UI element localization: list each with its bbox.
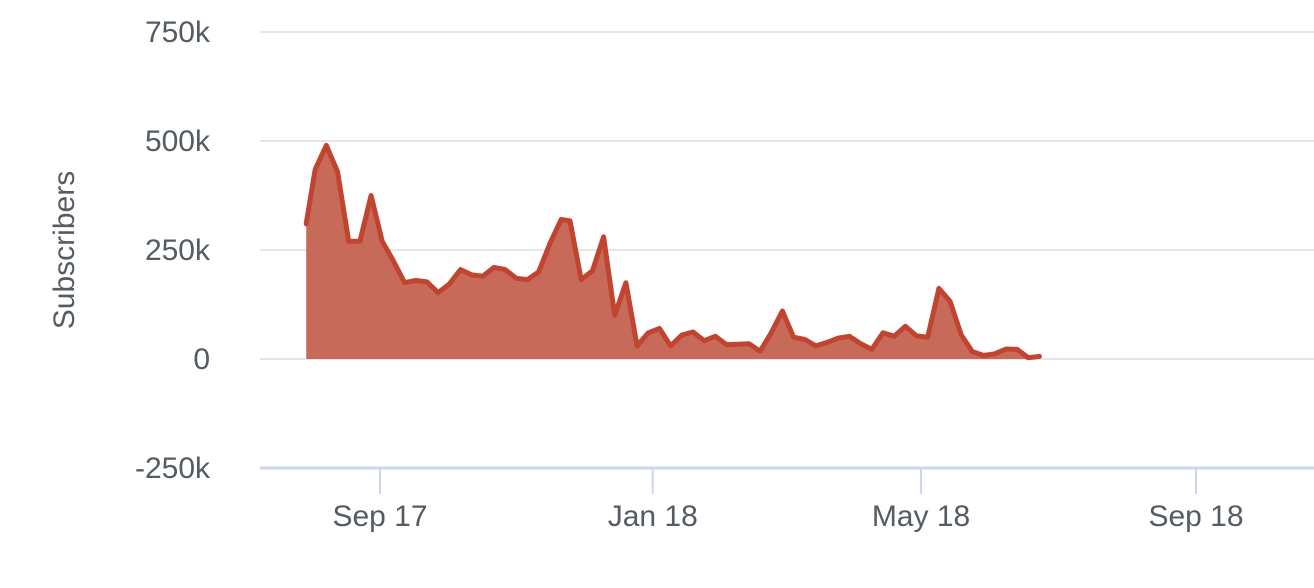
x-tick-label: Sep 17	[332, 500, 427, 533]
x-tick-label: Sep 18	[1148, 500, 1243, 533]
series-area	[303, 142, 1042, 361]
y-tick-label: 750k	[145, 16, 211, 49]
y-tick-label: 250k	[145, 234, 211, 267]
x-tick-label: Jan 18	[608, 500, 698, 533]
gridlines	[260, 31, 1314, 470]
x-axis-labels: Sep 17 Jan 18 May 18 Sep 18	[332, 500, 1243, 533]
y-tick-label: 0	[193, 343, 210, 376]
y-axis-title: Subscribers	[48, 171, 81, 329]
x-axis	[379, 468, 1197, 494]
series-fill	[306, 145, 1040, 359]
series-line	[303, 142, 1042, 361]
y-axis-labels: 750k 500k 250k 0 -250k	[135, 16, 211, 485]
y-tick-label: -250k	[135, 452, 211, 485]
x-tick-label: May 18	[872, 500, 970, 533]
y-tick-label: 500k	[145, 125, 211, 158]
